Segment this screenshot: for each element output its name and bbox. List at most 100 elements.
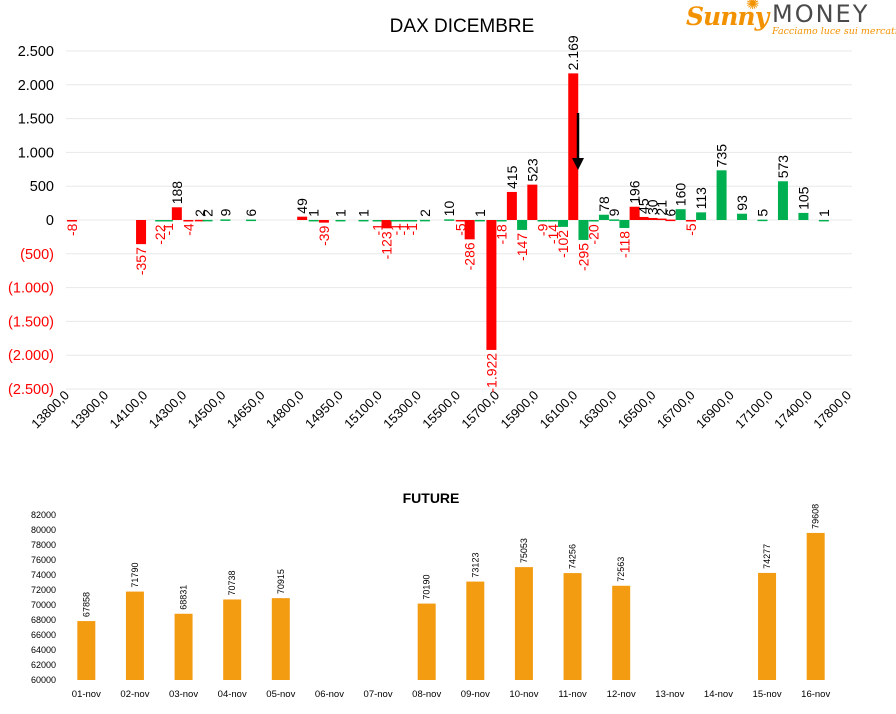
data-label: -9 [535,223,551,236]
data-label: -295 [575,243,591,271]
x-tick-label: 14500,0 [185,388,229,432]
brand-logo: ✺ Sunny MONEY Facciamo luce sui mercati [686,0,896,40]
y-tick-label: 74000 [31,570,56,580]
y-tick-label: 68000 [31,615,56,625]
future-bar [514,567,533,680]
y-tick-label: 62000 [31,660,56,670]
bar [381,220,392,229]
x-tick-label: 14-nov [704,689,733,700]
annotation-arrow-head [572,158,584,170]
future-bar [174,613,193,680]
bar [609,219,620,221]
bar [194,219,205,222]
x-tick-label: 15700,0 [458,388,502,432]
future-bar [466,581,485,680]
future-bar [271,598,290,680]
y-tick-label: 2.500 [18,44,54,60]
bar [297,216,308,220]
data-label: 188 [169,181,185,205]
y-tick-label: (1.000) [8,281,54,297]
bar [246,219,257,222]
y-tick-label: (2.500) [8,382,54,398]
future-bar [806,532,825,680]
x-tick-label: 13900,0 [67,388,111,432]
x-tick-label: 16700,0 [654,388,698,432]
bar [629,206,640,220]
bar [335,219,346,222]
data-label: 735 [714,144,730,168]
data-label: -1 [404,223,420,236]
chart-title: DAX DICEMBRE [390,16,535,37]
data-label: 1 [356,209,372,217]
data-label: 74277 [762,544,772,569]
bar [818,219,829,222]
bar [578,220,589,240]
x-tick-label: 14100,0 [106,388,150,432]
data-label: -5 [683,223,699,236]
bar [464,220,475,240]
bar [647,217,658,220]
data-label: 1 [333,209,349,217]
data-label: 67858 [81,592,91,617]
x-tick-label: 15900,0 [497,388,541,432]
bar [588,220,599,222]
bar [619,220,630,228]
data-label: 70915 [276,569,286,594]
x-tick-label: 10-nov [509,689,538,700]
bar [372,220,383,222]
bar [685,220,696,222]
bar [558,220,569,227]
y-tick-label: 64000 [31,645,56,655]
data-label: 196 [627,180,643,204]
brand-tagline: Facciamo luce sui mercati [772,26,896,37]
data-label: 2 [200,209,216,217]
data-label: -102 [555,230,571,258]
data-label: 6 [662,209,678,217]
data-label: 105 [795,186,811,210]
x-tick-label: 15-nov [753,689,782,700]
sun-icon: ✺ [746,0,760,13]
brand-name-part2: MONEY [772,0,870,28]
data-label: 113 [693,187,709,210]
bar [155,220,166,222]
y-tick-label: 2.000 [18,78,54,94]
bar [696,212,707,220]
data-label: 9 [606,208,622,216]
data-label: -1 [388,223,404,236]
data-label: 573 [775,155,791,179]
y-tick-label: (500) [20,247,54,263]
bar [398,220,409,222]
bar [474,219,485,222]
data-label: 78 [596,196,612,212]
data-label: 415 [504,165,520,189]
data-label: -8 [64,223,80,236]
bar [318,220,329,223]
y-tick-label: 72000 [31,585,56,595]
data-label: 2 [417,209,433,217]
x-tick-label: 16100,0 [537,388,581,432]
bar [537,220,548,222]
bar [737,213,748,220]
bar [656,218,667,221]
x-tick-label: 17100,0 [732,388,776,432]
bar [506,191,517,220]
x-tick-label: 15500,0 [419,388,463,432]
data-label: 523 [524,158,540,182]
data-label: 21 [653,200,669,216]
bar [419,219,430,222]
x-tick-label: 15300,0 [380,388,424,432]
bar [202,219,213,222]
data-label: -1 [395,223,411,236]
y-tick-label: 0 [46,213,54,229]
data-label: 10 [441,201,457,217]
x-tick-label: 16300,0 [576,388,620,432]
data-label: -4 [180,223,196,236]
data-label: 9 [217,208,233,216]
data-label: 49 [294,198,310,214]
data-label: -286 [462,242,478,270]
x-tick-label: 14300,0 [146,388,190,432]
future-bar [563,573,582,680]
x-tick-label: 09-nov [461,689,490,700]
data-label: 30 [645,199,661,215]
